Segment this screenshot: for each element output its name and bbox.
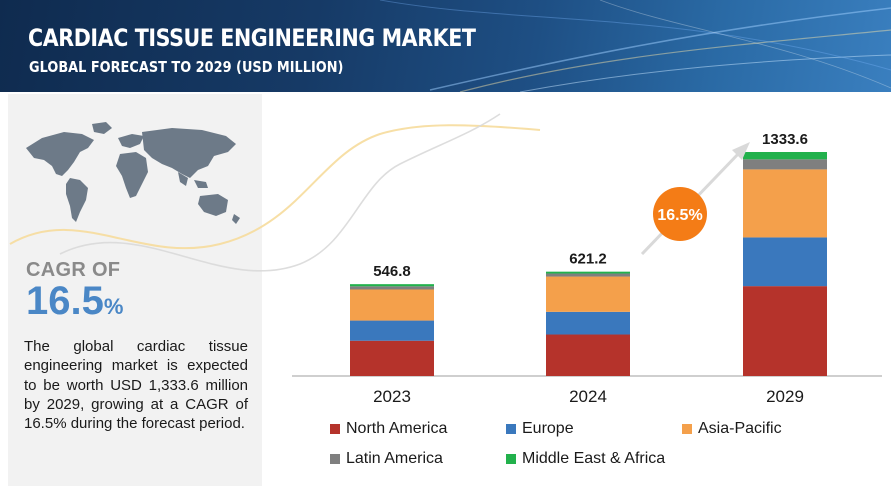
total-label-2029: 1333.6 [762, 131, 808, 148]
x-tick-2023: 2023 [373, 387, 411, 406]
legend-swatch [506, 454, 516, 464]
legend-label: Middle East & Africa [522, 450, 666, 467]
total-labels-group: 546.8 621.2 1333.6 [373, 131, 808, 280]
legend-item-asia-pacific: Asia-Pacific [682, 420, 782, 438]
light-streaks-decoration [379, 0, 891, 92]
legend-label: Europe [522, 420, 574, 437]
bar-2023-north-america [350, 340, 434, 376]
total-label-2024: 621.2 [569, 251, 607, 268]
x-tick-2024: 2024 [569, 387, 607, 406]
legend-label: North America [346, 420, 448, 437]
summary-panel: CAGR OF 16.5% The global cardiac tissue … [8, 94, 262, 486]
bar-2023-middle-east-africa [350, 284, 434, 287]
legend-swatch [682, 424, 692, 434]
cagr-number: 16.5 [26, 279, 104, 323]
bar-2024-europe [546, 311, 630, 335]
bar-2029-middle-east-africa [743, 152, 827, 160]
bar-2024-middle-east-africa [546, 271, 630, 274]
bar-2029-north-america [743, 286, 827, 376]
legend-swatch [330, 454, 340, 464]
bar-2023-asia-pacific [350, 289, 434, 321]
legend-swatch [506, 424, 516, 434]
x-tick-labels-group: 2023 2024 2029 [373, 387, 804, 406]
x-tick-2029: 2029 [766, 387, 804, 406]
bar-2024-asia-pacific [546, 276, 630, 312]
bar-2024-north-america [546, 334, 630, 376]
header-banner: CARDIAC TISSUE ENGINEERING MARKET GLOBAL… [0, 0, 891, 92]
chart-legend: North America Europe Asia-Pacific Latin Ame… [330, 420, 850, 476]
world-map-icon [26, 122, 240, 224]
legend-item-north-america: North America [330, 420, 447, 438]
growth-badge-label: 16.5% [657, 207, 702, 224]
legend-item-latin-america: Latin America [330, 450, 443, 468]
growth-arrow-head [732, 142, 750, 160]
bar-2024-latin-america [546, 273, 630, 277]
market-chart: 546.8 621.2 1333.6 2023 2024 2029 16.5% [292, 131, 882, 406]
page-title: CARDIAC TISSUE ENGINEERING MARKET [28, 24, 476, 52]
bar-2029-asia-pacific [743, 169, 827, 238]
market-description: The global cardiac tissue engineering ma… [24, 338, 248, 433]
legend-label: Latin America [346, 450, 443, 467]
legend-item-middle-east-africa: Middle East & Africa [506, 450, 665, 468]
bar-2023-europe [350, 320, 434, 341]
bar-2023-latin-america [350, 286, 434, 290]
bars-group [350, 152, 827, 376]
bar-2029-latin-america [743, 159, 827, 170]
growth-badge-circle [653, 187, 707, 241]
cagr-value: 16.5% [26, 279, 123, 324]
legend-label: Asia-Pacific [698, 420, 782, 437]
page-subtitle: GLOBAL FORECAST TO 2029 (USD MILLION) [29, 58, 344, 76]
total-label-2023: 546.8 [373, 263, 411, 280]
cagr-unit: % [103, 294, 124, 319]
legend-item-europe: Europe [506, 420, 574, 438]
legend-swatch [330, 424, 340, 434]
bar-2029-europe [743, 237, 827, 287]
